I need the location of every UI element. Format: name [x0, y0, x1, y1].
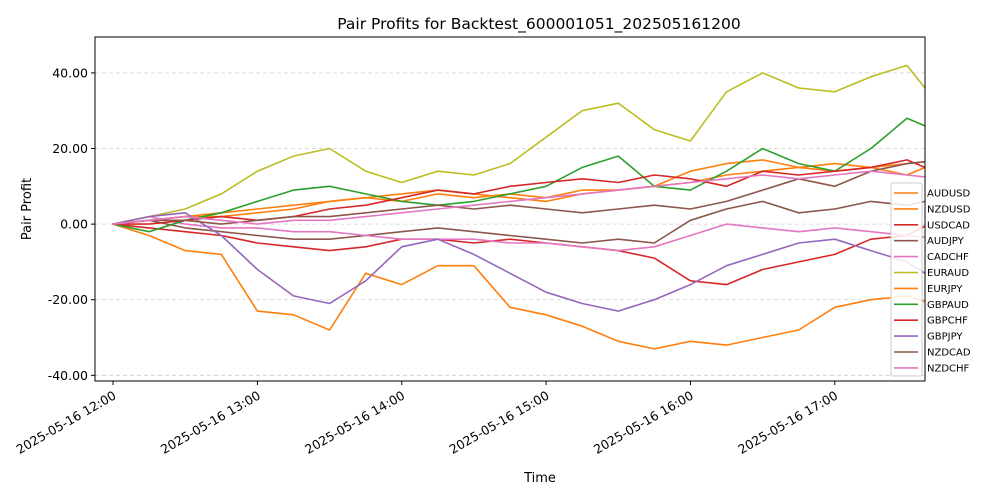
y-tick-label: -40.00	[48, 368, 88, 383]
series-lines	[112, 64, 925, 350]
legend-label-audjpy: AUDJPY	[927, 236, 965, 247]
series-line-gbpchf	[112, 159, 925, 225]
y-tick-label: 0.00	[60, 217, 88, 232]
legend-label-nzdchf: NZDCHF	[927, 363, 970, 374]
legend-label-nzdusd: NZDUSD	[927, 204, 971, 215]
x-axis-title: Time	[523, 471, 556, 486]
series-line-nzdusd	[112, 223, 925, 350]
plot-frame	[94, 36, 926, 382]
legend-label-eurjpy: EURJPY	[927, 284, 963, 295]
series-line-nzdcad	[112, 160, 925, 225]
series-line-audusd	[112, 159, 925, 225]
legend: AUDUSD NZDUSD USDCAD AUDJPY CADCHF EURAUD EURJ…	[890, 182, 971, 377]
legend-label-euraud: EURAUD	[927, 268, 969, 279]
series-line-audjpy	[112, 200, 925, 244]
legend-label-usdcad: USDCAD	[927, 220, 970, 231]
legend-label-audusd: AUDUSD	[927, 189, 971, 200]
legend-label-cadchf: CADCHF	[927, 252, 969, 263]
gridlines	[95, 72, 925, 376]
series-line-gbpaud	[112, 117, 925, 233]
series-line-gbpjpy	[112, 212, 925, 312]
legend-label-nzdcad: NZDCAD	[927, 348, 971, 359]
series-line-euraud	[112, 64, 925, 225]
y-tick-label: 40.00	[52, 65, 88, 80]
series-line-cadchf	[112, 215, 925, 252]
series-line-nzdchf	[112, 170, 925, 225]
legend-label-gbpchf: GBPCHF	[927, 316, 968, 327]
y-axis-title: Pair Profit	[20, 178, 35, 240]
legend-label-gbpjpy: GBPJPY	[927, 332, 963, 343]
legend-label-gbpaud: GBPAUD	[927, 300, 969, 311]
legend-box	[890, 182, 923, 377]
chart-title: Pair Profits for Backtest_600001051_2025…	[337, 15, 740, 34]
series-line-usdcad	[112, 223, 925, 286]
y-axis-ticks: -40.00 -20.00 0.00 20.00 40.00	[48, 65, 95, 383]
y-tick-label: 20.00	[52, 141, 88, 156]
y-tick-label: -20.00	[48, 292, 88, 307]
